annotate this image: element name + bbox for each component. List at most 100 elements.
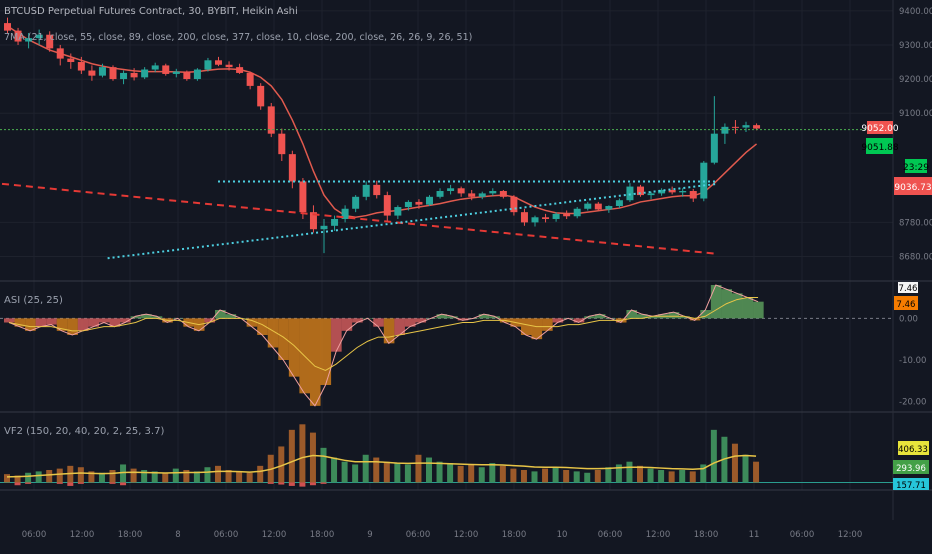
candle-body (288, 154, 296, 182)
asi-value-label: 7.46 (898, 282, 918, 294)
vf2-params: (150, 20, 40, 20, 2, 25, 3.7) (26, 426, 164, 437)
asi-bar (109, 318, 121, 327)
candle-body (637, 186, 644, 196)
ma-name: 7MA (4, 32, 28, 43)
candle-body (204, 60, 212, 70)
vf2-bar (109, 470, 116, 483)
candle-body (193, 69, 201, 80)
candle-body (183, 71, 191, 80)
vf2-bar (647, 468, 654, 483)
vf2-bar (753, 461, 760, 483)
candle-body (236, 67, 244, 73)
candle-body (309, 212, 317, 230)
time-axis[interactable]: 06:00 12:00 18:00 8 06:00 12:00 18:00 9 06:00 12:… (22, 530, 863, 540)
vf2-negative-bar (56, 482, 63, 484)
asi-tick-label: -20.00 (899, 398, 926, 408)
drawing-overlays[interactable] (0, 129, 893, 260)
asi-bar (88, 318, 99, 327)
candle-body (215, 60, 222, 65)
asi-bar (436, 314, 448, 319)
vf2-bar (563, 470, 570, 483)
asi-bar (415, 318, 427, 323)
vf2-bar (183, 470, 190, 483)
candle-body (35, 34, 43, 39)
asi-bar (288, 318, 300, 377)
ma-price-value: 9036.73 (894, 183, 931, 193)
asi-bar (320, 318, 332, 385)
candle-body (710, 133, 718, 163)
asi-bar (278, 318, 289, 360)
candle-body (25, 38, 33, 42)
asi-bar (309, 318, 321, 406)
asi-bar (35, 318, 47, 327)
countdown-label: 23:29 (903, 159, 929, 173)
time-tick-label: 11 (749, 530, 760, 540)
candle-body (14, 30, 22, 42)
vf2-lower-value: 157.71 (896, 481, 926, 491)
vf2-middle-value: 293.96 (896, 464, 926, 474)
price-axis[interactable]: 9400.00 9300.00 9200.00 9100.00 8780.00 8680.… (899, 7, 932, 263)
countdown-bg (905, 159, 927, 173)
candle-body (331, 218, 339, 226)
vf2-bar (225, 470, 232, 483)
asi-bar (584, 316, 595, 319)
candle-body (573, 208, 581, 217)
candle-body (426, 196, 433, 205)
candle-body (341, 208, 349, 219)
asi-bar (542, 318, 553, 331)
asi-bar (141, 314, 152, 319)
candle-body (689, 191, 697, 199)
vf2-bar (552, 467, 559, 483)
vf2-negative-bar (288, 482, 295, 486)
time-tick-label: 06:00 (406, 530, 431, 540)
vf2-negative-bar (67, 482, 74, 486)
candle-body (721, 126, 729, 134)
vf2-bar (151, 471, 158, 483)
candle-body (647, 193, 655, 196)
candle-body (320, 225, 328, 230)
asi-bar (204, 318, 216, 323)
vf2-bar (172, 468, 179, 483)
time-tick-label: 06:00 (790, 530, 815, 540)
vf2-bar (309, 432, 316, 483)
vf2-bar (605, 467, 612, 483)
vf2-bar (489, 463, 496, 483)
asi-bar (394, 318, 405, 335)
asi-bar (742, 297, 754, 319)
candle-body (130, 72, 138, 78)
vf2-bar (679, 470, 686, 483)
asi-bar (679, 316, 690, 319)
candle-body (172, 71, 180, 74)
asi-area (0, 284, 893, 407)
vf2-negative-bar (120, 482, 127, 486)
time-tick-label: 10 (557, 530, 568, 540)
candle-body (753, 125, 761, 129)
candle-body (141, 69, 149, 78)
vf2-bar (77, 467, 84, 483)
vf2-bar (331, 457, 338, 483)
time-tick-label: 18:00 (502, 530, 527, 540)
vf2-bar (510, 468, 517, 483)
chart-title: BTCUSD Perpetual Futures Contract, 30, B… (4, 6, 298, 17)
vf2-label: VF2 (150, 20, 40, 20, 2, 25, 3.7) (4, 426, 164, 437)
candle-body (404, 201, 412, 208)
candle-body (415, 201, 423, 205)
vf2-bar (710, 429, 717, 483)
candle-body (394, 207, 402, 216)
vf2-negative-bar (25, 482, 32, 484)
vf2-middle-bg (893, 460, 929, 474)
candle-body (658, 189, 666, 194)
support-trendline (107, 182, 718, 260)
vf2-bar (637, 465, 643, 483)
asi-axis[interactable]: 0.00 -10.00 -20.00 (899, 314, 926, 407)
asi-value: 7.46 (899, 284, 918, 294)
vf2-negative-bar (14, 482, 21, 486)
vf2-bar (594, 470, 601, 483)
ma-indicator-label: 7MA (21, close, 55, close, 89, close, 20… (4, 32, 472, 43)
vf2-bar (394, 463, 401, 483)
vf2-bar (35, 471, 42, 483)
price-tick-label: 8780.00 (899, 218, 932, 228)
vf2-signal-line (6, 454, 757, 478)
